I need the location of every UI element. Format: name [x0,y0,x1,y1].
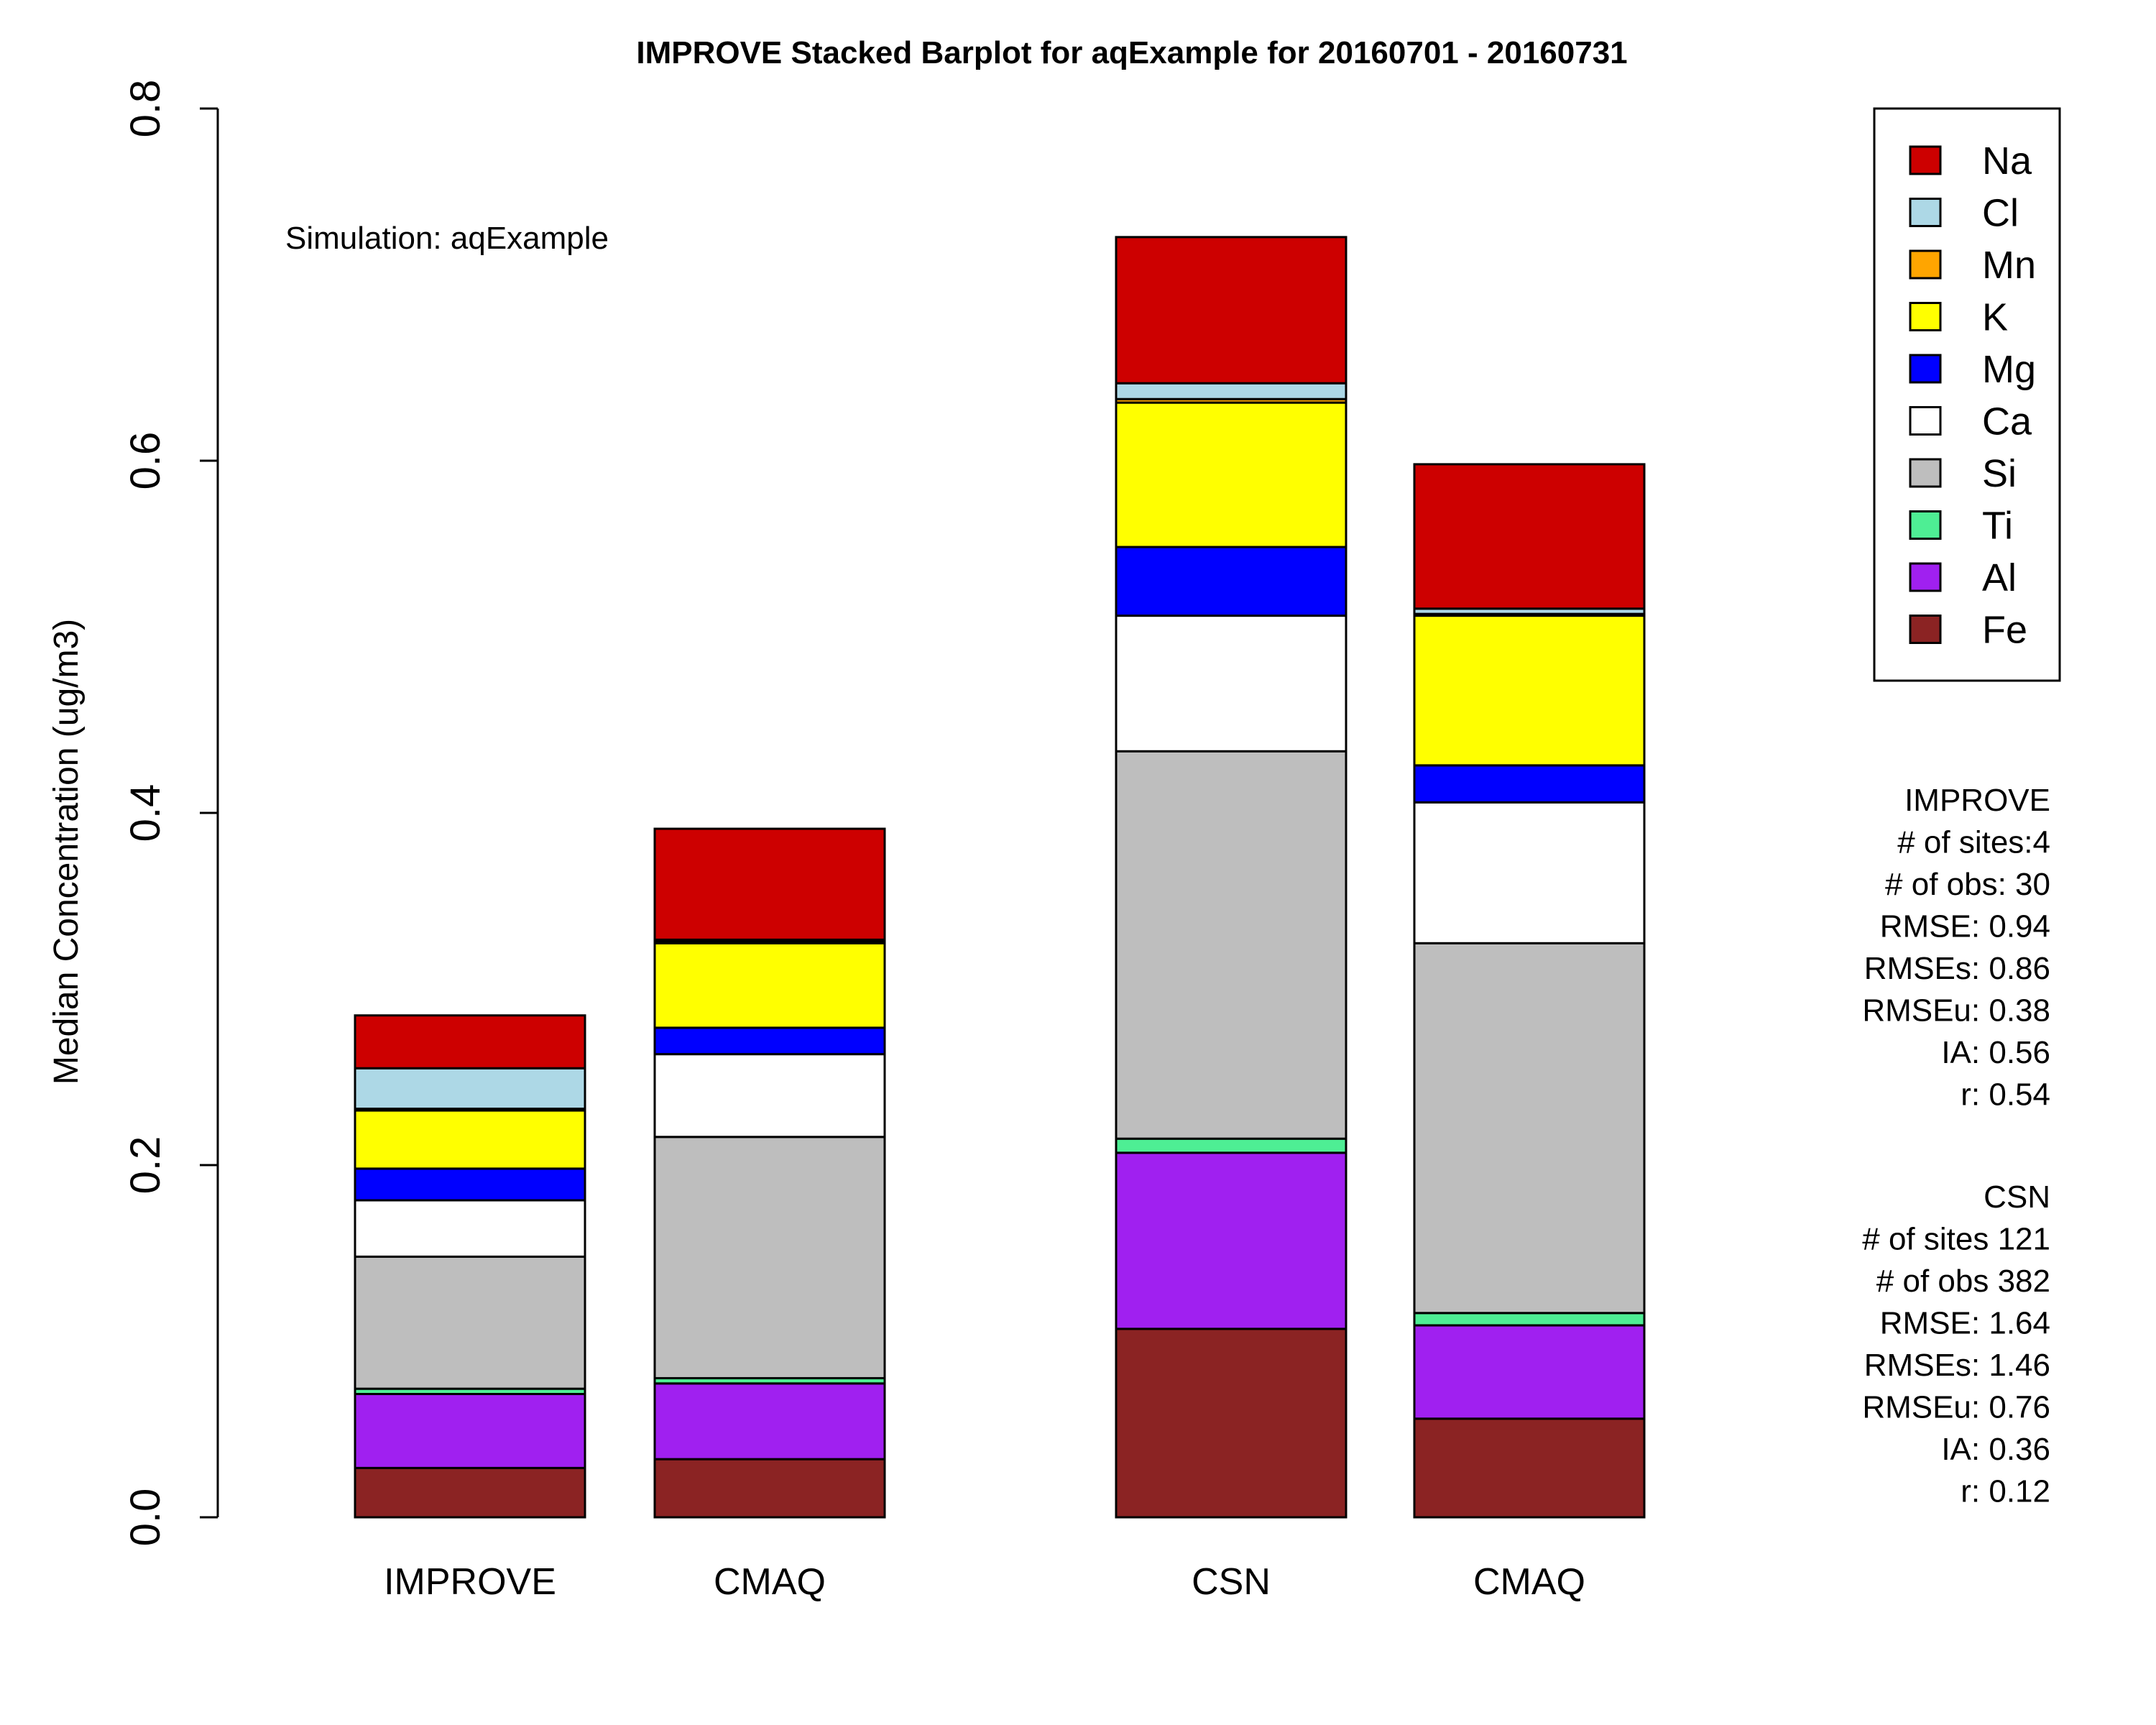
x-tick-label: CMAQ [1473,1561,1585,1603]
legend-label-ti: Ti [1982,505,2013,548]
legend-swatch-mn [1909,249,1942,280]
bar-segment-ca-improve [354,1199,586,1258]
bar-stacks [354,236,1646,1519]
stats-csn-line: # of sites 121 [1862,1222,2050,1257]
stats-csn-line: RMSE: 1.64 [1880,1306,2050,1341]
stats-improve-line: RMSE: 0.94 [1880,909,2050,944]
bar-segment-si-improve [354,1255,586,1390]
y-tick-label: 0.8 [122,80,169,138]
bar-segment-ti-cmaq [1413,1312,1646,1327]
legend-swatch-ti [1909,510,1942,540]
bar-segment-ca-cmaq [1413,801,1646,944]
bar-segment-mg-csn [1115,546,1348,617]
stats-improve-line: RMSEu: 0.38 [1862,993,2050,1029]
bar-segment-k-cmaq [1413,615,1646,767]
y-tick-label: 0.2 [122,1136,169,1195]
legend-label-k: K [1982,296,2008,339]
stats-csn-line: IA: 0.36 [1941,1432,2050,1467]
bar-segment-si-cmaq [1413,942,1646,1315]
legend-label-mg: Mg [1982,348,2036,391]
stats-improve-line: RMSEs: 0.86 [1864,951,2050,986]
legend-label-al: Al [1982,556,2017,599]
y-tick-label: 0.0 [122,1489,169,1547]
bar-segment-ca-csn [1115,615,1348,753]
x-axis-labels: IMPROVE CMAQ CSN CMAQ [384,1561,1585,1603]
x-tick-label: IMPROVE [384,1561,556,1603]
bar-segment-al-cmaq [1413,1324,1646,1420]
x-tick-label: CSN [1192,1561,1271,1603]
bar-segment-k-improve [354,1109,586,1170]
bar-segment-mg-cmaq [1413,764,1646,804]
chart-title: IMPROVE Stacked Barplot for aqExample fo… [636,35,1627,70]
stats-improve-line: r: 0.54 [1961,1077,2050,1113]
y-tick-label: 0.6 [122,432,169,490]
bar-segment-al-improve [354,1393,586,1469]
bar-segment-k-csn [1115,401,1348,548]
simulation-label: Simulation: aqExample [285,221,609,256]
bar-segment-si-csn [1115,750,1348,1140]
legend-swatch-ca [1909,406,1942,436]
bar-segment-fe-cmaq [653,1458,886,1519]
legend-swatch-si [1909,458,1942,488]
stats-csn-line: RMSEs: 1.46 [1864,1348,2050,1383]
bar-segment-si-cmaq [653,1136,886,1379]
bar-segment-fe-csn [1115,1328,1348,1519]
bar-segment-na-improve [354,1014,586,1070]
legend-label-ca: Ca [1982,400,2032,443]
bar-segment-ti-csn [1115,1137,1348,1154]
bar-segment-fe-improve [354,1466,586,1519]
legend-label-si: Si [1982,452,2017,495]
legend-label-mn: Mn [1982,244,2036,287]
stats-csn-line: CSN [1984,1179,2050,1215]
bar-segment-k-cmaq [653,942,886,1029]
bar-segment-na-cmaq [653,827,886,941]
stats-panel: IMPROVE # of sites:4 # of obs: 30 RMSE: 0.9… [1862,783,2050,1509]
bar-segment-na-cmaq [1413,463,1646,610]
legend-swatch-cl [1909,198,1942,227]
legend-label-fe: Fe [1982,609,2027,652]
bar-segment-al-csn [1115,1151,1348,1330]
y-axis-ticks: 0.0 0.2 0.4 0.6 0.8 [122,80,218,1547]
legend-swatch-k [1909,302,1942,331]
y-tick-label: 0.4 [122,784,169,842]
stats-csn-line: r: 0.12 [1961,1474,2050,1509]
stats-csn-line: # of obs 382 [1876,1264,2050,1299]
legend-box [1873,107,2061,682]
bar-segment-al-cmaq [653,1382,886,1460]
legend-swatch-fe [1909,615,1942,644]
stats-improve-line: # of sites:4 [1897,825,2050,860]
bar-segment-mg-cmaq [653,1026,886,1056]
y-axis-label: Median Concentration (ug/m3) [47,619,86,1085]
bar-segment-cl-improve [354,1067,586,1110]
stats-improve-line: IA: 0.56 [1941,1035,2050,1070]
legend-label-cl: Cl [1982,192,2019,235]
bar-segment-na-csn [1115,236,1348,385]
bar-segment-fe-cmaq [1413,1417,1646,1519]
stats-csn-line: RMSEu: 0.76 [1862,1390,2050,1425]
x-tick-label: CMAQ [714,1561,826,1603]
legend: Na Cl Mn K Mg Ca Si Ti Al Fe [1873,107,2061,682]
legend-label-na: Na [1982,139,2032,183]
stats-improve-line: IMPROVE [1904,783,2050,818]
bar-segment-cl-csn [1115,382,1348,400]
bar-segment-mg-improve [354,1167,586,1202]
stats-improve-line: # of obs: 30 [1885,867,2050,902]
legend-swatch-mg [1909,354,1942,384]
bar-segment-ca-cmaq [653,1053,886,1138]
legend-swatch-na [1909,145,1942,175]
legend-swatch-al [1909,562,1942,592]
